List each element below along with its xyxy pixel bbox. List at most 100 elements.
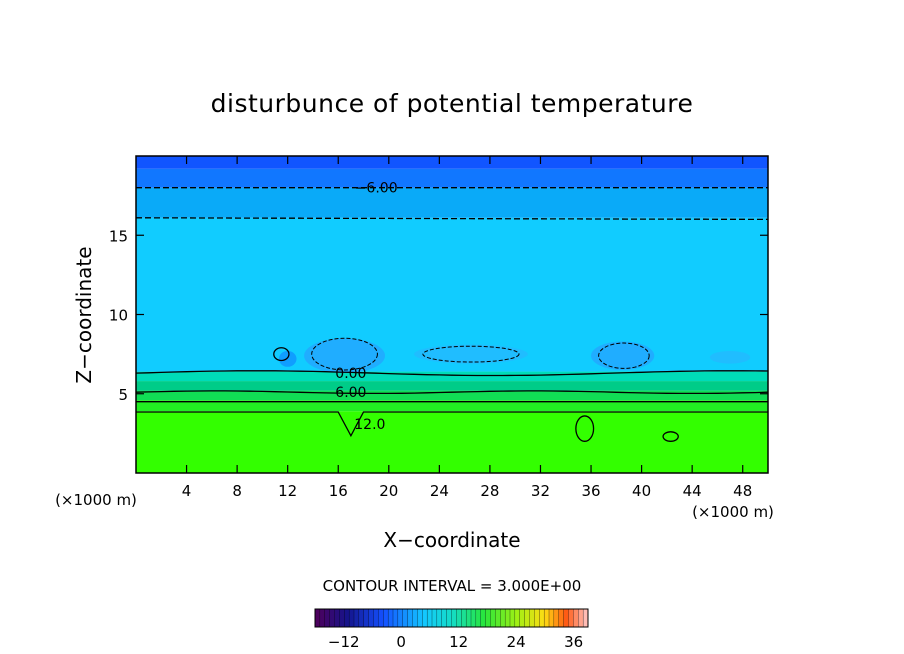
colorbar-cell xyxy=(422,608,428,628)
colorbar-cell xyxy=(373,608,379,628)
colorbar-cell xyxy=(446,608,452,628)
colorbar-cell xyxy=(319,608,326,628)
x-tick-label: 32 xyxy=(531,482,550,500)
colorbar-cell xyxy=(558,608,565,628)
x-tick-label: 20 xyxy=(379,482,398,500)
colorbar-cell xyxy=(524,608,530,628)
colorbar-cell xyxy=(348,608,355,628)
colorbar-cell xyxy=(553,608,560,628)
colorbar-cell xyxy=(573,608,579,628)
contour-line-0 xyxy=(135,370,769,377)
dashed-closed-contour xyxy=(422,345,520,363)
colorbar-cell xyxy=(578,608,584,628)
disturbance-patch xyxy=(709,350,751,364)
disturbance-patch xyxy=(414,344,528,364)
colorbar-cell xyxy=(534,608,540,628)
x-tick-label: 16 xyxy=(329,482,348,500)
x-tick-label: 8 xyxy=(232,482,242,500)
colorbar-frame xyxy=(314,608,589,628)
colorbar-cell xyxy=(529,608,535,628)
colorbar-cell xyxy=(490,608,496,628)
dashed-closed-contour xyxy=(598,342,650,369)
colorbar-cell xyxy=(397,608,404,628)
colorbar-cell xyxy=(412,608,418,628)
colorbar-cell xyxy=(339,608,345,628)
colorbar-cell xyxy=(461,608,467,628)
contour-layer xyxy=(136,411,768,473)
y-tick-label: 10 xyxy=(109,307,128,325)
colorbar-cell xyxy=(504,608,511,628)
colorbar-cell xyxy=(495,608,501,628)
colorbar-cell xyxy=(344,608,350,628)
colorbar-cell xyxy=(324,608,331,628)
colorbar-cell xyxy=(402,608,409,628)
contour-line-neg3 xyxy=(136,217,768,221)
colorbar-cell xyxy=(383,608,389,628)
contour-layer xyxy=(136,168,768,188)
contour-label: 12.0 xyxy=(354,417,385,433)
colorbar-cell xyxy=(314,608,321,628)
colorbar-cell xyxy=(465,608,472,628)
contour-layer xyxy=(136,381,768,391)
contour-label: −6.00 xyxy=(355,181,398,197)
x-axis-unit-left: (×1000 m) xyxy=(55,491,137,509)
colorbar-tick-label: 0 xyxy=(396,633,406,651)
colorbar-tick-label: −12 xyxy=(328,633,360,651)
closed-contour xyxy=(662,431,679,442)
x-tick-label: 12 xyxy=(278,482,297,500)
colorbar-cell xyxy=(519,608,526,628)
colorbar-cell xyxy=(548,608,555,628)
colorbar-cell xyxy=(329,608,335,628)
disturbance-patch xyxy=(304,338,386,374)
colorbar-cell xyxy=(500,608,506,628)
colorbar-cell xyxy=(407,608,413,628)
colorbar-tick-label: 12 xyxy=(449,633,468,651)
contour-line-12 xyxy=(136,411,768,438)
x-tick-label: 4 xyxy=(182,482,192,500)
contour-line-6 xyxy=(135,390,769,395)
x-tick-label: 44 xyxy=(683,482,702,500)
colorbar-cell xyxy=(441,608,448,628)
colorbar-tick-label: 24 xyxy=(507,633,526,651)
contour-interval-text: CONTOUR INTERVAL = 3.000E+00 xyxy=(323,577,582,595)
y-tick-label: 15 xyxy=(109,227,128,245)
x-tick-label: 48 xyxy=(733,482,752,500)
x-tick-label: 36 xyxy=(581,482,600,500)
contour-label: 0.00 xyxy=(335,366,366,382)
disturbance-patch xyxy=(591,341,655,370)
closed-contour xyxy=(273,347,290,362)
colorbar: −12 0 12 24 36 xyxy=(314,608,589,651)
contour-label: 6.00 xyxy=(335,385,366,401)
colorbar-cell xyxy=(363,608,370,628)
contour-layer xyxy=(136,390,768,401)
colorbar-cell xyxy=(514,608,521,628)
x-axis-label: X−coordinate xyxy=(383,528,520,552)
colorbar-cell xyxy=(358,608,365,628)
x-tick-label: 24 xyxy=(430,482,449,500)
colorbar-cell xyxy=(451,608,457,628)
colorbar-cell xyxy=(475,608,482,628)
contour-layer xyxy=(136,400,768,412)
x-axis-unit-right: (×1000 m) xyxy=(692,503,774,521)
x-tick-label: 28 xyxy=(480,482,499,500)
disturbance-patch xyxy=(278,350,297,367)
colorbar-cell xyxy=(368,608,374,628)
colorbar-cell xyxy=(378,608,384,628)
contour-layer xyxy=(136,187,768,218)
colorbar-cell xyxy=(417,608,423,628)
closed-contour xyxy=(575,415,595,442)
colorbar-cell xyxy=(431,608,438,628)
colorbar-cell xyxy=(392,608,399,628)
contour-layer xyxy=(136,371,768,382)
colorbar-cell xyxy=(480,608,487,628)
colorbar-cell xyxy=(387,608,394,628)
colorbar-cell xyxy=(543,608,550,628)
colorbar-cell xyxy=(485,608,491,628)
colorbar-cell xyxy=(539,608,545,628)
colorbar-cell xyxy=(436,608,443,628)
colorbar-cell xyxy=(509,608,516,628)
colorbar-cell xyxy=(568,608,574,628)
colorbar-cell xyxy=(426,608,433,628)
